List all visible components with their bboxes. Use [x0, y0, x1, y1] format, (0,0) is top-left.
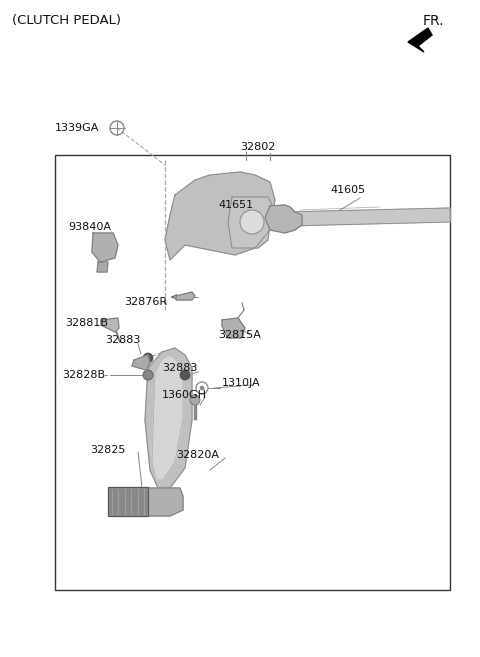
Polygon shape: [97, 262, 108, 272]
Polygon shape: [265, 205, 302, 233]
Polygon shape: [285, 208, 450, 226]
Text: 32815A: 32815A: [218, 330, 261, 340]
Polygon shape: [128, 488, 183, 516]
Text: 32825: 32825: [90, 445, 125, 455]
Circle shape: [190, 395, 200, 405]
Circle shape: [200, 386, 204, 390]
Text: FR.: FR.: [423, 14, 444, 28]
Polygon shape: [132, 355, 150, 370]
Text: 32876R: 32876R: [124, 297, 167, 307]
Text: 32883: 32883: [105, 335, 140, 345]
Polygon shape: [165, 172, 275, 260]
Text: 1339GA: 1339GA: [55, 123, 99, 133]
Text: 1360GH: 1360GH: [162, 390, 207, 400]
Text: (CLUTCH PEDAL): (CLUTCH PEDAL): [12, 14, 121, 27]
Text: 41605: 41605: [330, 185, 365, 195]
Circle shape: [240, 210, 264, 234]
Text: 32820A: 32820A: [176, 450, 219, 460]
Circle shape: [143, 370, 153, 380]
Text: 1310JA: 1310JA: [222, 378, 261, 388]
Text: 32828B: 32828B: [62, 370, 105, 380]
Polygon shape: [408, 28, 432, 52]
Circle shape: [180, 370, 190, 380]
Polygon shape: [152, 355, 183, 480]
Polygon shape: [222, 318, 245, 338]
Text: 32802: 32802: [240, 142, 276, 152]
Polygon shape: [176, 292, 195, 300]
Polygon shape: [228, 197, 272, 248]
Text: 32883: 32883: [162, 363, 197, 373]
Text: 41651: 41651: [218, 200, 253, 210]
Circle shape: [143, 353, 153, 363]
Polygon shape: [145, 348, 192, 488]
Polygon shape: [101, 318, 119, 332]
Polygon shape: [92, 233, 118, 262]
Text: 32881B: 32881B: [65, 318, 108, 328]
Polygon shape: [108, 487, 148, 516]
Bar: [55, 155, 450, 590]
Text: 93840A: 93840A: [68, 222, 111, 232]
